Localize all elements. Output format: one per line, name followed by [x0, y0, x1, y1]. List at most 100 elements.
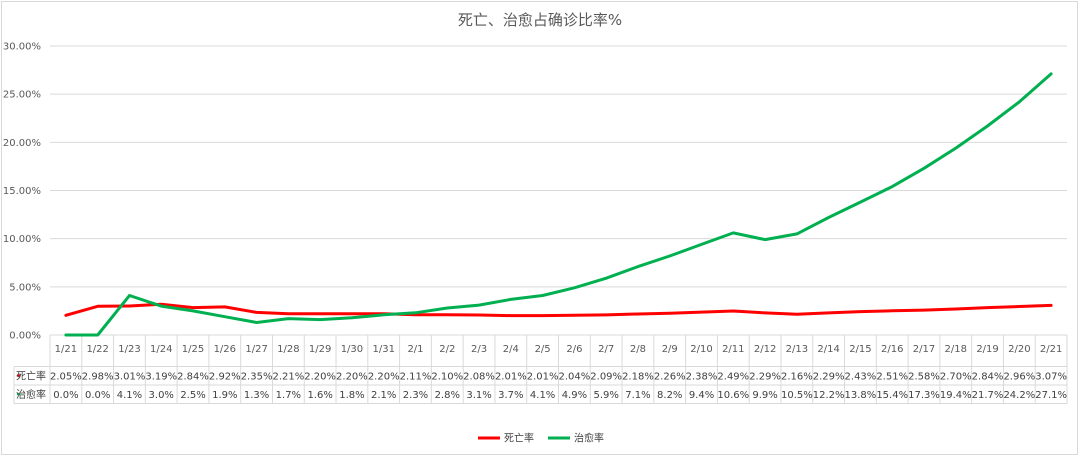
table-cell-value: 2.8%: [435, 390, 460, 401]
table-cell-value: 27.1%: [1035, 390, 1067, 401]
x-category-label: 2/21: [1040, 344, 1062, 355]
table-cell-value: 2.5%: [180, 390, 205, 401]
table-cell-value: 1.8%: [339, 390, 364, 401]
x-category-label: 2/16: [881, 344, 903, 355]
x-category-label: 1/30: [341, 344, 363, 355]
table-cell-value: 2.21%: [272, 371, 304, 382]
table-cell-value: 2.08%: [463, 371, 495, 382]
x-category-label: 2/7: [598, 344, 614, 355]
table-cell-value: 3.01%: [114, 371, 146, 382]
table-cell-value: 2.01%: [527, 371, 559, 382]
table-cell-value: 1.6%: [307, 390, 332, 401]
table-cell-value: 2.01%: [495, 371, 527, 382]
x-category-label: 1/29: [309, 344, 331, 355]
x-category-label: 2/4: [503, 344, 519, 355]
x-category-label: 2/17: [913, 344, 935, 355]
x-category-label: 2/14: [817, 344, 839, 355]
x-category-label: 2/11: [722, 344, 744, 355]
table-cell-value: 24.2%: [1003, 390, 1035, 401]
table-cell-value: 2.18%: [622, 371, 654, 382]
table-cell-value: 10.5%: [781, 390, 813, 401]
y-tick-label: 5.00%: [9, 282, 41, 293]
table-cell-value: 2.09%: [590, 371, 622, 382]
table-series-name: 治愈率: [16, 388, 46, 401]
table-cell-value: 2.10%: [431, 371, 463, 382]
x-category-label: 1/22: [86, 344, 108, 355]
x-category-label: 2/15: [849, 344, 871, 355]
table-cell-value: 2.35%: [241, 371, 273, 382]
table-cell-value: 2.05%: [50, 371, 82, 382]
table-cell-value: 2.20%: [304, 371, 336, 382]
table-cell-value: 2.16%: [781, 371, 813, 382]
table-cell-value: 2.20%: [336, 371, 368, 382]
series-line: [64, 302, 1053, 318]
data-table: 1/21 1/22 1/23 1/24 1/25 1/26 1/27 1/28 1/29 1/30…: [13, 334, 1068, 404]
table-series-name: 死亡率: [16, 369, 46, 382]
legend-label: 治愈率: [574, 432, 604, 445]
table-cell-value: 7.1%: [625, 390, 650, 401]
table-cell-value: 4.9%: [562, 390, 587, 401]
table-cell-value: 9.4%: [689, 390, 714, 401]
table-cell-value: 3.7%: [498, 390, 523, 401]
y-tick-label: 0.00%: [9, 331, 41, 342]
table-cell-value: 2.84%: [972, 371, 1004, 382]
table-cell-value: 0.0%: [85, 390, 110, 401]
legend: 死亡率 治愈率: [478, 432, 604, 445]
table-cell-value: 1.9%: [212, 390, 237, 401]
table-cell-value: 2.04%: [559, 371, 591, 382]
table-cell-value: 3.19%: [145, 371, 177, 382]
table-cell-value: 4.1%: [530, 390, 555, 401]
table-cell-value: 3.1%: [466, 390, 491, 401]
y-tick-label: 10.00%: [3, 234, 41, 245]
table-cell-value: 2.84%: [177, 371, 209, 382]
table-cell-value: 12.2%: [813, 390, 845, 401]
y-tick-label: 20.00%: [3, 138, 41, 149]
x-category-label: 1/31: [372, 344, 394, 355]
table-cell-value: 2.3%: [403, 390, 428, 401]
x-category-label: 1/26: [214, 344, 236, 355]
table-cell-value: 21.7%: [972, 390, 1004, 401]
table-cell-value: 2.26%: [654, 371, 686, 382]
y-tick-label: 25.00%: [3, 90, 41, 101]
table-cell-value: 1.3%: [244, 390, 269, 401]
y-tick-label: 30.00%: [3, 42, 41, 53]
table-cell-value: 9.9%: [752, 390, 777, 401]
table-cell-value: 10.6%: [717, 390, 749, 401]
series-line: [64, 72, 1053, 337]
table-cell-value: 2.20%: [368, 371, 400, 382]
series-lines: [64, 72, 1053, 337]
x-category-label: 2/5: [535, 344, 551, 355]
table-cell-value: 2.1%: [371, 390, 396, 401]
x-category-label: 2/18: [945, 344, 967, 355]
x-category-label: 2/20: [1008, 344, 1030, 355]
table-cell-value: 2.49%: [717, 371, 749, 382]
x-category-label: 2/3: [471, 344, 487, 355]
table-cell-value: 3.07%: [1035, 371, 1067, 382]
table-cell-value: 15.4%: [876, 390, 908, 401]
x-category-label: 2/6: [566, 344, 582, 355]
table-cell-value: 2.11%: [400, 371, 432, 382]
x-category-label: 2/19: [976, 344, 998, 355]
table-cell-value: 2.98%: [82, 371, 114, 382]
table-cell-value: 3.0%: [149, 390, 174, 401]
x-category-label: 1/28: [277, 344, 299, 355]
x-category-label: 2/13: [786, 344, 808, 355]
table-cell-value: 17.3%: [908, 390, 940, 401]
table-cell-value: 2.29%: [749, 371, 781, 382]
x-category-label: 2/8: [630, 344, 646, 355]
legend-label: 死亡率: [504, 432, 534, 445]
x-category-label: 1/21: [55, 344, 77, 355]
x-category-label: 1/25: [182, 344, 204, 355]
x-category-label: 2/12: [754, 344, 776, 355]
y-axis-ticks: 0.00% 5.00% 10.00% 15.00% 20.00% 25.00% 30.00%: [3, 42, 41, 342]
table-cell-value: 8.2%: [657, 390, 682, 401]
table-cell-value: 2.96%: [1003, 371, 1035, 382]
x-category-label: 2/9: [662, 344, 678, 355]
table-cell-value: 2.92%: [209, 371, 241, 382]
chart-title: 死亡、治愈占确诊比率%: [458, 11, 622, 29]
x-category-label: 1/27: [245, 344, 267, 355]
x-category-label: 1/23: [118, 344, 140, 355]
y-tick-label: 15.00%: [3, 186, 41, 197]
